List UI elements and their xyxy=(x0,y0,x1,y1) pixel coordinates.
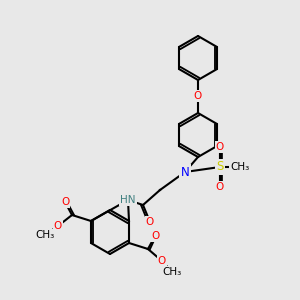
Text: O: O xyxy=(151,231,159,241)
Text: O: O xyxy=(54,221,62,231)
Text: O: O xyxy=(158,256,166,266)
Text: O: O xyxy=(216,182,224,192)
Text: CH₃: CH₃ xyxy=(162,267,182,277)
Text: CH₃: CH₃ xyxy=(35,230,55,240)
Text: CH₃: CH₃ xyxy=(230,162,250,172)
Text: N: N xyxy=(181,166,189,178)
Text: O: O xyxy=(216,142,224,152)
Text: O: O xyxy=(146,217,154,227)
Text: O: O xyxy=(194,91,202,101)
Text: O: O xyxy=(61,197,69,207)
Text: HN: HN xyxy=(120,195,136,205)
Text: S: S xyxy=(216,160,224,173)
